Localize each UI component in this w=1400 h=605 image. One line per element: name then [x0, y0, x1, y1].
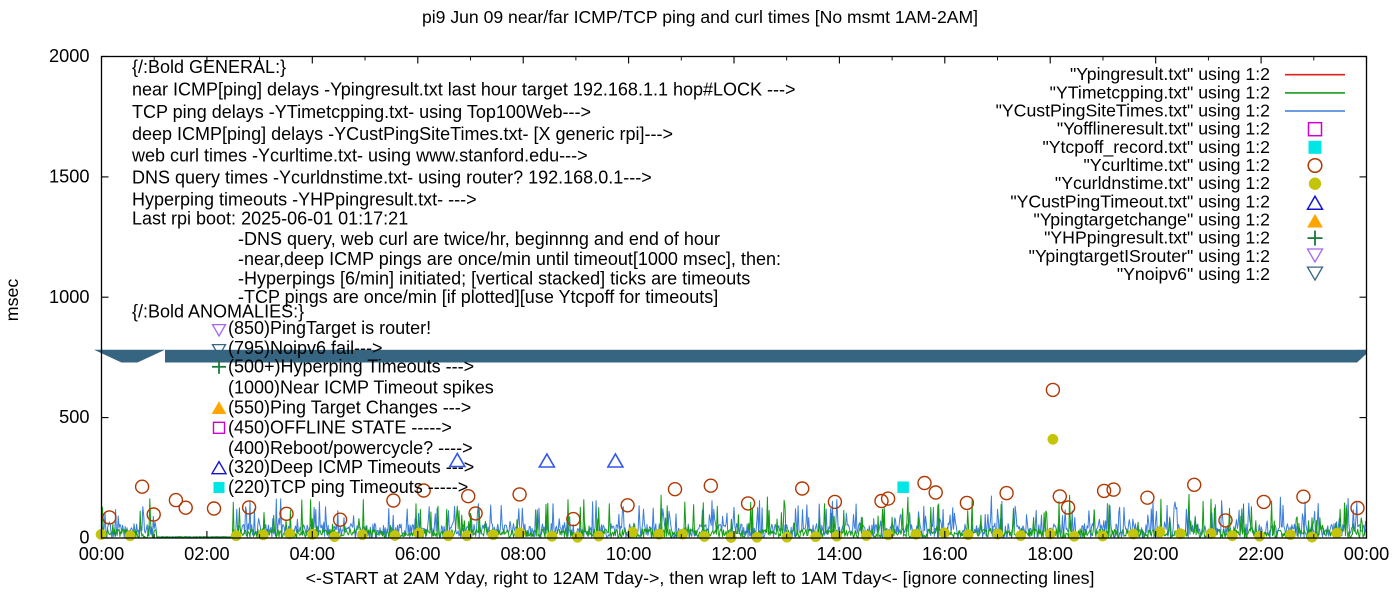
- svg-text:web curl times -Ycurltime.txt-: web curl times -Ycurltime.txt- using www…: [131, 145, 588, 165]
- svg-text:(500+)Hyperping Timeouts --->: (500+)Hyperping Timeouts --->: [228, 356, 474, 376]
- svg-text:(850)PingTarget is router!: (850)PingTarget is router!: [228, 318, 431, 338]
- svg-text:(320)Deep ICMP Timeouts --->: (320)Deep ICMP Timeouts --->: [228, 457, 474, 477]
- svg-text:1500: 1500: [49, 166, 89, 186]
- svg-text:deep ICMP[ping] delays -YCustP: deep ICMP[ping] delays -YCustPingSiteTim…: [132, 124, 673, 144]
- svg-text:500: 500: [59, 407, 89, 427]
- svg-text:"YCustPingTimeout.txt" using 1: "YCustPingTimeout.txt" using 1:2: [1010, 191, 1270, 211]
- svg-text:pi9 Jun 09 near/far ICMP/TCP: pi9 Jun 09 near/far ICMP/TCP ping and cu…: [422, 7, 978, 27]
- svg-text:14:00: 14:00: [817, 544, 863, 564]
- svg-text:<-START at 2AM Yday, right to: <-START at 2AM Yday, right to 12AM Tday-…: [306, 568, 1095, 588]
- svg-text:(400)Reboot/powercycle? ---->: (400)Reboot/powercycle? ---->: [228, 438, 473, 458]
- svg-text:{/:Bold GENERAL:}: {/:Bold GENERAL:}: [132, 57, 286, 77]
- svg-text:02:00: 02:00: [184, 544, 230, 564]
- svg-text:08:00: 08:00: [500, 544, 546, 564]
- svg-text:"Ypingtargetchange" using 1:2: "Ypingtargetchange" using 1:2: [1034, 210, 1270, 230]
- svg-text:"YHPpingresult.txt" using 1:2: "YHPpingresult.txt" using 1:2: [1044, 228, 1270, 248]
- svg-text:18:00: 18:00: [1027, 544, 1073, 564]
- svg-text:Last rpi boot: 2025-06-01 01:1: Last rpi boot: 2025-06-01 01:17:21: [132, 208, 408, 228]
- svg-text:"Ycurltime.txt" using 1:2: "Ycurltime.txt" using 1:2: [1083, 155, 1270, 175]
- svg-text:"Ypingresult.txt" using 1:2: "Ypingresult.txt" using 1:2: [1070, 64, 1270, 84]
- svg-text:msec: msec: [2, 279, 22, 322]
- svg-text:"Yofflineresult.txt" using 1:2: "Yofflineresult.txt" using 1:2: [1057, 119, 1270, 139]
- svg-text:-TCP pings are once/min [if pl: -TCP pings are once/min [if plotted][use…: [238, 287, 718, 307]
- svg-text:(795)Noipv6 fail--->: (795)Noipv6 fail--->: [228, 338, 383, 358]
- svg-text:"YCustPingSiteTimes.txt" using: "YCustPingSiteTimes.txt" using 1:2: [996, 101, 1270, 121]
- svg-text:-Hyperpings [6/min] initiated;: -Hyperpings [6/min] initiated; [vertical…: [238, 268, 750, 288]
- svg-text:10:00: 10:00: [606, 544, 652, 564]
- svg-text:"YpingtargetISrouter" using 1:: "YpingtargetISrouter" using 1:2: [1029, 246, 1270, 266]
- svg-text:00:00: 00:00: [79, 544, 125, 564]
- svg-text:22:00: 22:00: [1238, 544, 1284, 564]
- svg-text:(450)OFFLINE STATE ----->: (450)OFFLINE STATE ----->: [228, 417, 452, 437]
- svg-text:2000: 2000: [49, 46, 89, 66]
- svg-text:06:00: 06:00: [395, 544, 441, 564]
- svg-text:(550)Ping Target Changes --->: (550)Ping Target Changes --->: [228, 397, 471, 417]
- svg-text:"Ynoipv6" using 1:2: "Ynoipv6" using 1:2: [1117, 264, 1270, 284]
- svg-text:Hyperping timeouts -YHPpingres: Hyperping timeouts -YHPpingresult.txt- -…: [132, 190, 477, 210]
- svg-text:-near,deep ICMP pings are once: -near,deep ICMP pings are once/min until…: [238, 249, 781, 269]
- svg-text:00:00: 00:00: [1344, 544, 1390, 564]
- svg-text:(220)TCP ping Timeouts ----->: (220)TCP ping Timeouts ----->: [228, 477, 468, 497]
- svg-text:"YTimetcpping.txt" using 1:2: "YTimetcpping.txt" using 1:2: [1050, 82, 1270, 102]
- svg-text:(1000)Near ICMP Timeout spikes: (1000)Near ICMP Timeout spikes: [228, 377, 494, 397]
- svg-text:DNS query times -Ycurldnstime.: DNS query times -Ycurldnstime.txt- using…: [132, 168, 652, 188]
- svg-text:12:00: 12:00: [711, 544, 757, 564]
- svg-text:04:00: 04:00: [290, 544, 336, 564]
- svg-text:"Ycurldnstime.txt" using 1:2: "Ycurldnstime.txt" using 1:2: [1055, 173, 1270, 193]
- svg-text:-DNS query, web curl are twice: -DNS query, web curl are twice/hr, begin…: [238, 229, 720, 249]
- svg-text:near ICMP[ping] delays -Ypingr: near ICMP[ping] delays -Ypingresult.txt …: [132, 80, 796, 100]
- svg-text:1000: 1000: [49, 287, 89, 307]
- svg-text:TCP ping delays -YTimetcpping.: TCP ping delays -YTimetcpping.txt- using…: [132, 102, 591, 122]
- svg-text:20:00: 20:00: [1133, 544, 1179, 564]
- svg-text:16:00: 16:00: [922, 544, 968, 564]
